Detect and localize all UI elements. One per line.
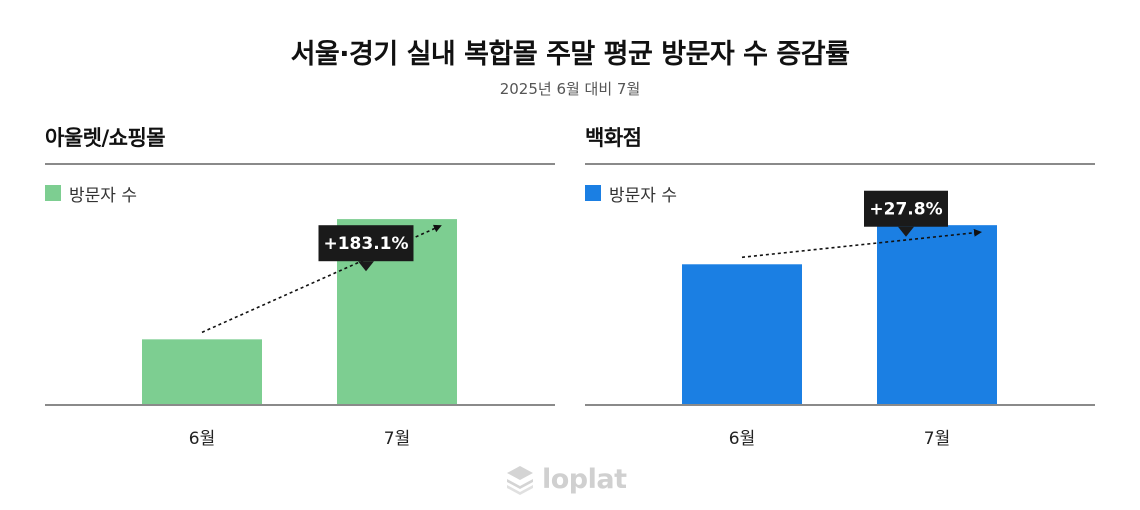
- x-tick-label: 6월: [729, 429, 755, 449]
- legend-swatch: [585, 185, 601, 201]
- change-callout: +27.8%: [864, 190, 948, 237]
- x-tick-label: 6월: [189, 429, 215, 449]
- callout-pointer: [898, 226, 914, 237]
- callout-pointer: [358, 261, 374, 272]
- panel-title: 백화점: [585, 126, 642, 150]
- chart-title: 서울·경기 실내 복합몰 주말 평균 방문자 수 증감률: [290, 39, 850, 70]
- panel-title: 아울렛/쇼핑몰: [45, 126, 166, 150]
- panel-outlet: 아울렛/쇼핑몰 방문자 수 6월 7월 +183.1%: [45, 118, 555, 449]
- legend: 방문자 수: [45, 182, 137, 206]
- bar-1: [142, 339, 262, 405]
- change-label: +183.1%: [323, 234, 408, 254]
- panel-department-store: 백화점 방문자 수 6월 7월 +27.8%: [585, 118, 1095, 449]
- trend-arrow: [741, 228, 982, 259]
- panel-top-rule: [45, 163, 555, 165]
- change-callout: +183.1%: [318, 225, 414, 272]
- legend-label: 방문자 수: [69, 185, 137, 206]
- change-label: +27.8%: [869, 200, 942, 220]
- panel-top-rule: [585, 163, 1095, 165]
- brand-name: loplat: [542, 463, 627, 495]
- stacked-layers-icon: [507, 466, 533, 495]
- bar-1: [682, 264, 802, 405]
- bar-chart-department-store: 6월 7월 +27.8%: [585, 190, 1095, 449]
- chart-subtitle: 2025년 6월 대비 7월: [499, 80, 641, 98]
- x-tick-label: 7월: [384, 429, 410, 449]
- legend: 방문자 수: [585, 182, 677, 206]
- callout-box: [318, 225, 414, 262]
- legend-swatch: [45, 185, 61, 201]
- legend-label: 방문자 수: [609, 185, 677, 206]
- bar-2: [877, 225, 997, 405]
- callout-box: [864, 190, 948, 227]
- brand-logo: loplat: [504, 462, 627, 496]
- bar-chart-outlet: 6월 7월 +183.1%: [45, 219, 555, 449]
- x-tick-label: 7월: [924, 429, 950, 449]
